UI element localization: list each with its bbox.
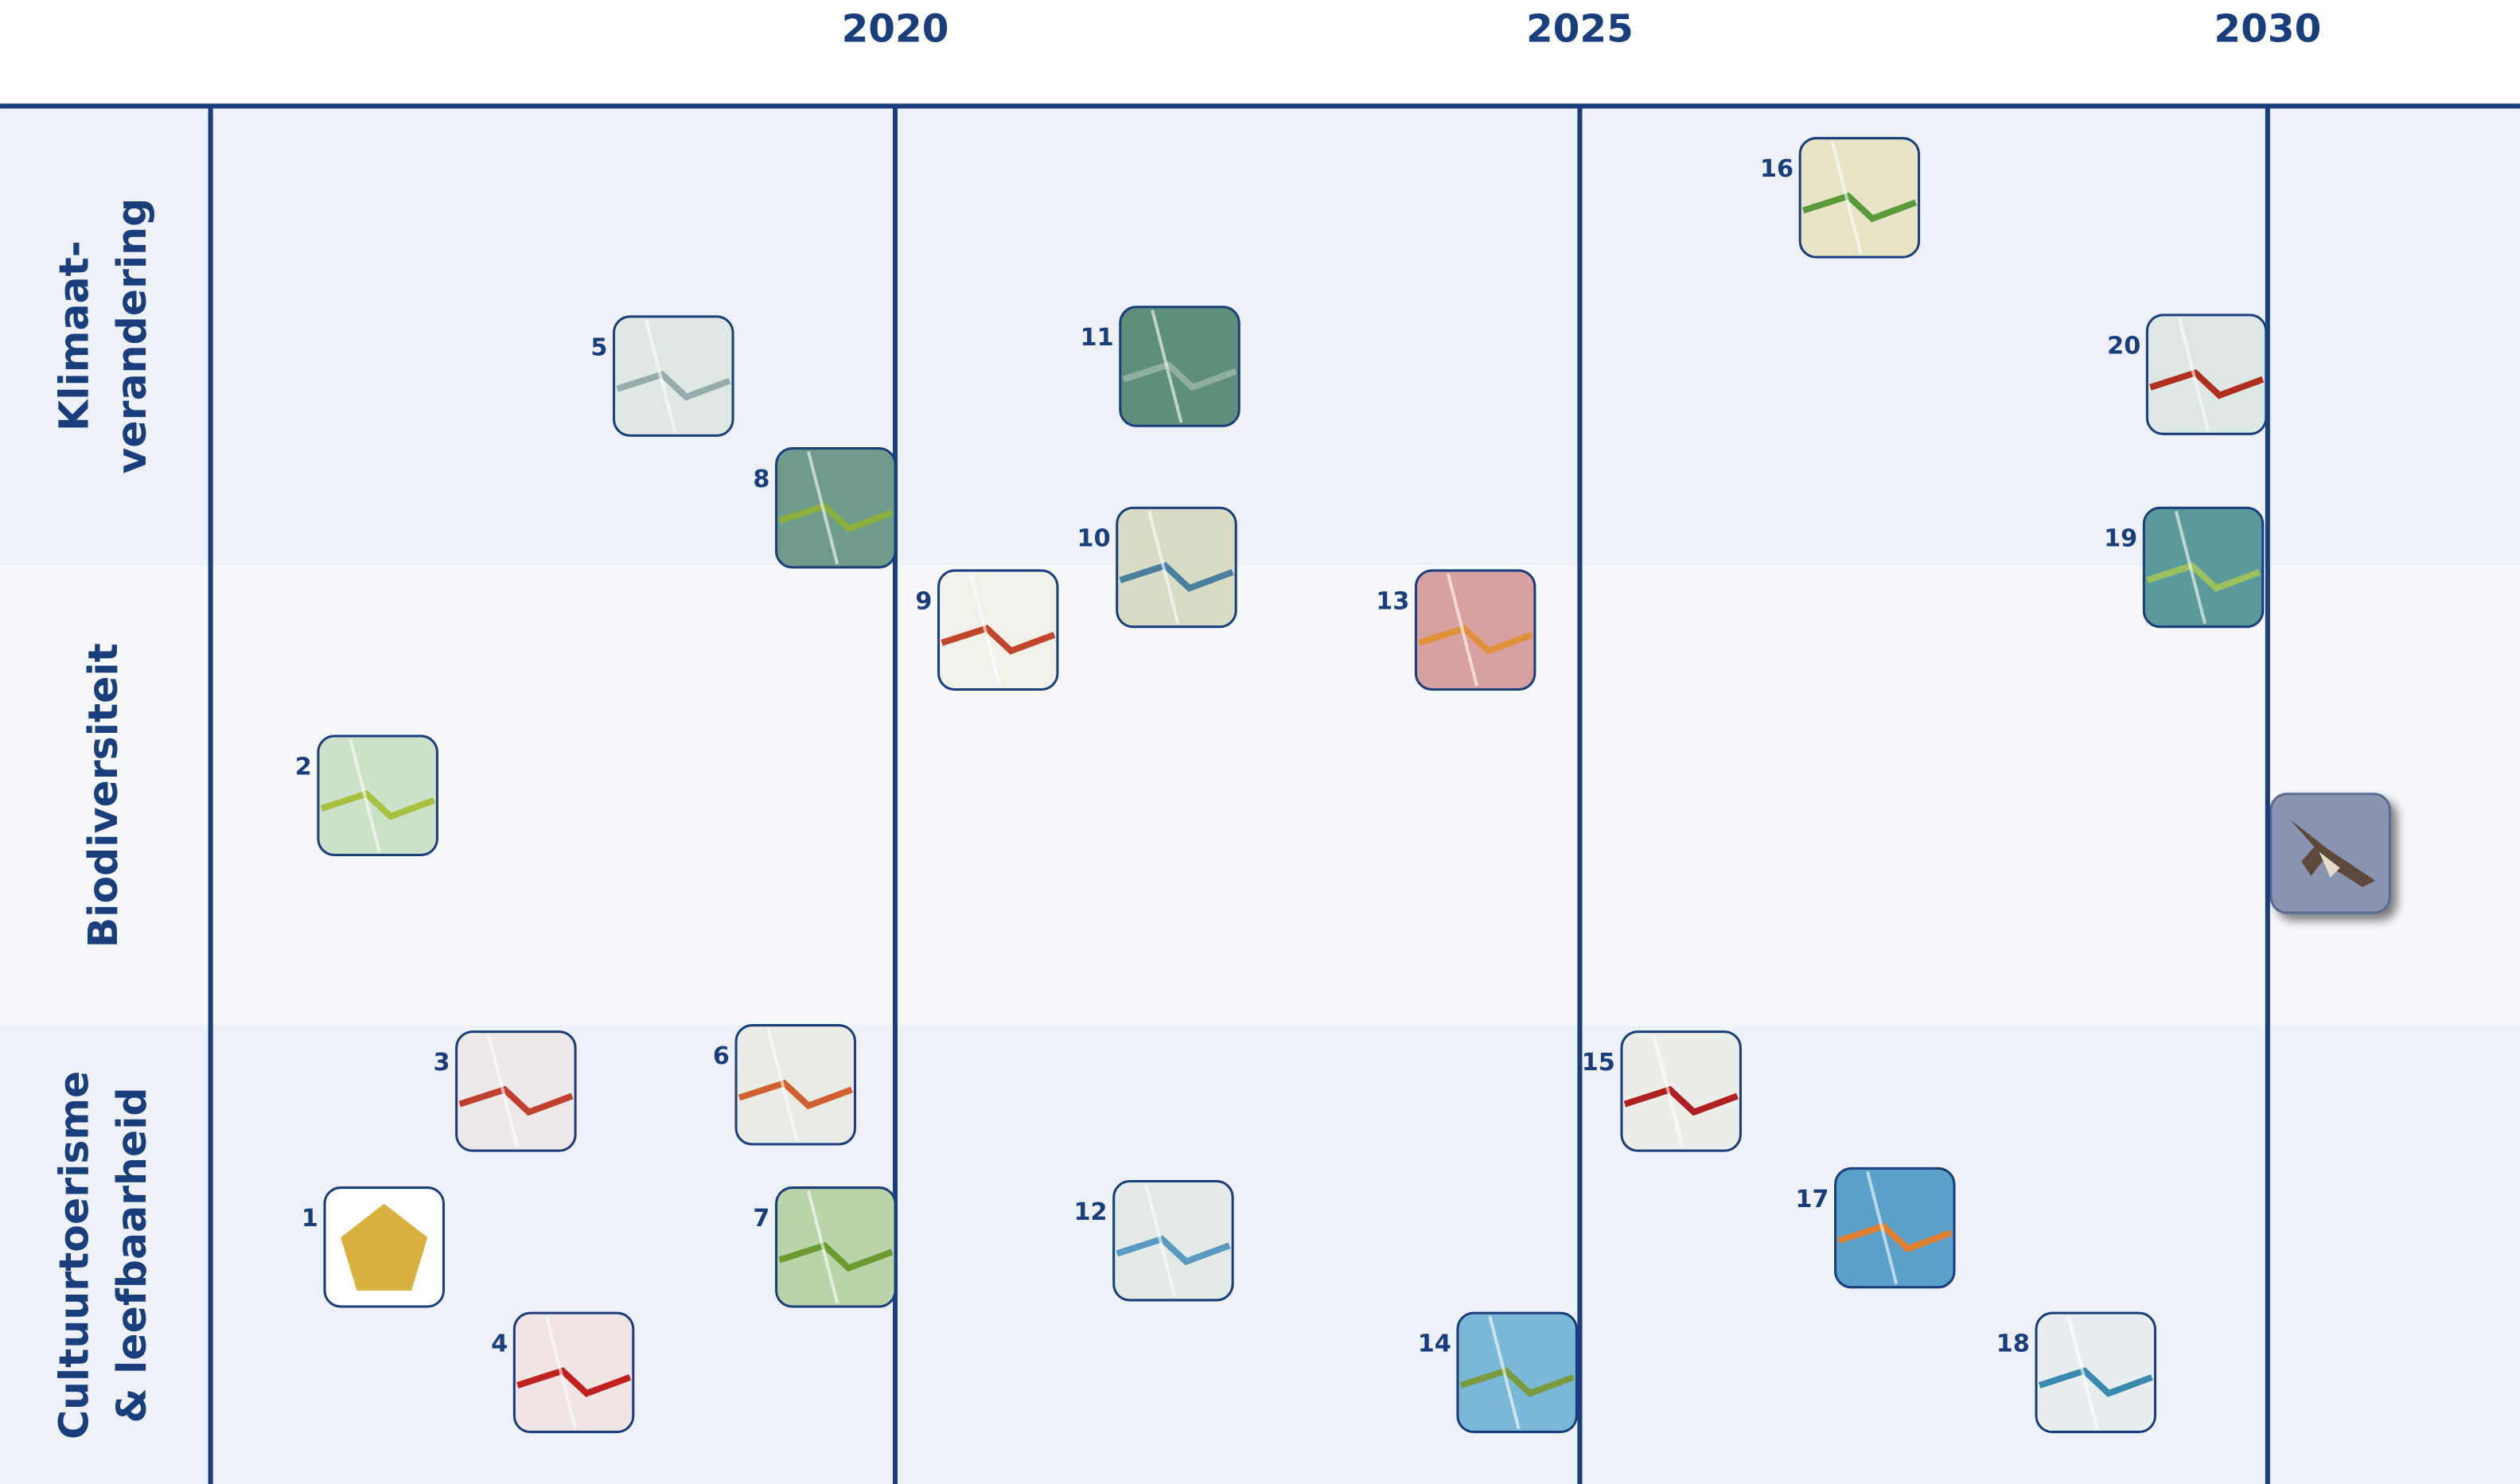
- row-band: [0, 106, 2520, 566]
- item-number: 12: [1073, 1198, 1107, 1226]
- tile-frame: [1458, 1313, 1576, 1431]
- tile-frame: [1836, 1168, 1954, 1287]
- item-tile: [939, 571, 1057, 689]
- item-number: 18: [1996, 1330, 2030, 1358]
- tile-frame: [318, 736, 437, 855]
- tile-frame: [1622, 1032, 1740, 1151]
- bird-tile: [2271, 794, 2390, 913]
- item-number: 15: [1582, 1049, 1615, 1077]
- tile-frame: [1800, 138, 1918, 257]
- tile-frame: [1416, 571, 1534, 689]
- item-number: 3: [433, 1049, 450, 1077]
- item-tile: [2147, 315, 2265, 434]
- item-number: 20: [2107, 332, 2140, 360]
- item-tile: [1836, 1168, 1954, 1287]
- tile-frame: [614, 317, 733, 435]
- tile-frame: [777, 1188, 895, 1307]
- row-label: Cultuurtoerisme: [50, 1071, 97, 1439]
- item-tile: [2144, 508, 2262, 626]
- item-tile: [1458, 1313, 1576, 1431]
- item-number: 1: [302, 1205, 318, 1233]
- tile-frame: [736, 1026, 855, 1144]
- year-label: 2020: [842, 7, 949, 52]
- item-tile: [1416, 571, 1534, 689]
- item-tile: [457, 1032, 575, 1151]
- header-band: [0, 0, 2520, 106]
- item-number: 5: [590, 333, 607, 361]
- tile-frame: [939, 571, 1057, 689]
- item-number: 9: [915, 587, 932, 615]
- item-tile: [325, 1188, 443, 1307]
- tile-frame: [457, 1032, 575, 1151]
- item-number: 16: [1760, 155, 1794, 183]
- item-number: 4: [491, 1330, 508, 1358]
- row-label: Biodiversiteit: [80, 643, 127, 948]
- item-tile: [1622, 1032, 1740, 1151]
- item-number: 7: [753, 1205, 769, 1233]
- item-number: 14: [1418, 1330, 1451, 1358]
- item-tile: [1114, 1181, 1233, 1299]
- item-number: 6: [713, 1042, 730, 1070]
- tile-frame: [2147, 315, 2265, 434]
- tile-frame: [514, 1313, 633, 1431]
- item-number: 13: [1376, 587, 1409, 615]
- item-tile: [777, 1188, 895, 1307]
- row-label: verandering: [108, 198, 155, 474]
- year-label: 2030: [2214, 7, 2321, 52]
- tile-frame: [1120, 307, 1239, 426]
- item-number: 2: [295, 754, 312, 781]
- item-number: 8: [753, 465, 769, 493]
- row-label: & leefbaarheid: [108, 1087, 155, 1423]
- item-tile: [1117, 508, 1236, 626]
- page: { "years": ["2020", "2025", "2030"], "ro…: [0, 0, 2520, 1484]
- item-number: 17: [1795, 1186, 1829, 1213]
- item-number: 19: [2104, 525, 2137, 553]
- tile-frame: [2144, 508, 2262, 626]
- item-number: 10: [1077, 525, 1111, 553]
- row-label: Klimaat-: [50, 240, 97, 431]
- item-number: 11: [1081, 324, 1114, 352]
- timeline: 202020252030Klimaat-veranderingBiodivers…: [0, 0, 2520, 1484]
- year-label: 2025: [1526, 7, 1634, 52]
- item-tile: [1120, 307, 1239, 426]
- item-tile: [777, 448, 895, 567]
- item-tile: [1800, 138, 1918, 257]
- tile-frame: [2036, 1313, 2155, 1431]
- item-tile: [736, 1026, 855, 1144]
- item-tile: [318, 736, 437, 855]
- tile-frame: [1117, 508, 1236, 626]
- item-tile: [614, 317, 733, 435]
- tile-frame: [777, 448, 895, 567]
- item-tile: [514, 1313, 633, 1431]
- item-tile: [2036, 1313, 2155, 1431]
- tile-frame: [1114, 1181, 1233, 1299]
